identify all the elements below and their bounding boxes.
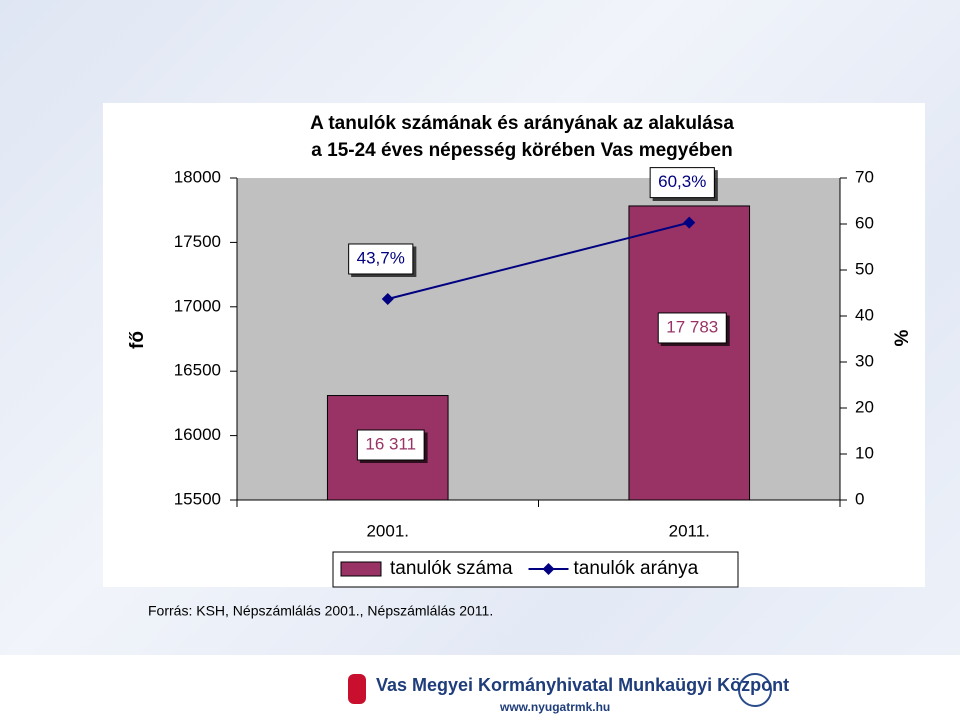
data-label-box <box>348 243 414 275</box>
y2-tick-label: 40 <box>855 305 874 324</box>
bar <box>628 205 751 501</box>
y-tick-label: 16000 <box>174 425 221 444</box>
footer-organization: Vas Megyei Kormányhivatal Munkaügyi Közp… <box>376 675 789 695</box>
x-tick-label: 2011. <box>669 521 710 540</box>
y-tick-label: 17500 <box>174 232 221 251</box>
legend-label: tanulók aránya <box>574 558 699 579</box>
source: Forrás: KSH, Népszámlálás 2001., Népszám… <box>148 603 493 619</box>
footer-bar <box>0 655 960 720</box>
chart-title: A tanulók számának és arányának az alaku… <box>310 113 734 134</box>
x-tick-label: 2001. <box>366 521 409 540</box>
y-axis-label: fő <box>127 331 148 349</box>
line <box>387 221 690 300</box>
legend-swatch <box>542 563 555 575</box>
y2-axis-label: % <box>892 329 913 346</box>
data-label-box <box>356 429 425 461</box>
data-label-box <box>649 167 715 199</box>
y2-tick-label: 60 <box>855 213 874 232</box>
data-label: 16 311 <box>365 434 416 453</box>
data-label: 17 783 <box>666 317 718 336</box>
y2-tick-label: 20 <box>855 397 874 416</box>
logo <box>738 673 772 707</box>
y-tick-label: 17000 <box>174 296 221 315</box>
y2-tick-label: 70 <box>855 167 874 186</box>
marker <box>683 216 696 229</box>
data-label-box <box>657 312 727 344</box>
footer-url: www.nyugatrmk.hu <box>499 700 610 714</box>
y-tick-label: 16500 <box>174 361 221 380</box>
y2-tick-label: 10 <box>855 443 874 462</box>
marker <box>381 292 394 305</box>
y-tick-label: 18000 <box>174 167 221 186</box>
chart-title: a 15-24 éves népesség körében Vas megyéb… <box>311 140 732 161</box>
y2-tick-label: 0 <box>855 489 864 508</box>
legend-swatch <box>340 561 382 577</box>
y-tick-label: 15500 <box>174 489 221 508</box>
y2-tick-label: 50 <box>855 259 874 278</box>
legend <box>332 551 739 588</box>
y2-tick-label: 30 <box>855 351 874 370</box>
data-label: 43,7% <box>357 248 405 267</box>
logo <box>348 674 366 704</box>
legend-label: tanulók száma <box>390 558 513 579</box>
data-label: 60,3% <box>658 172 706 191</box>
